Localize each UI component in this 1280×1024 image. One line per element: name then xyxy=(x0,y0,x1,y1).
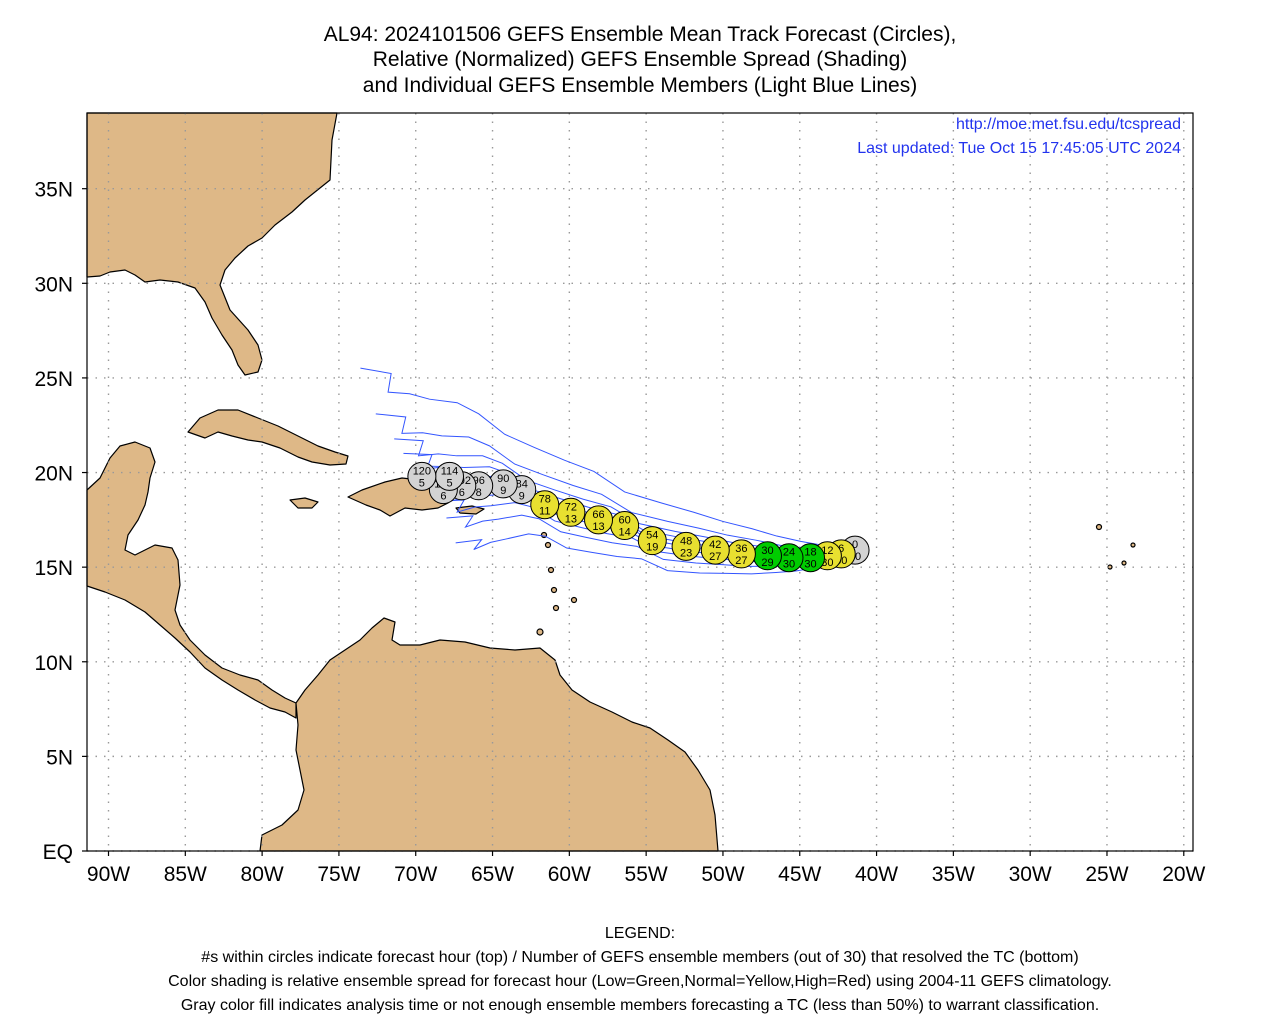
forecast-hour-label: 18 xyxy=(804,547,816,559)
member-count-label: 13 xyxy=(565,513,577,525)
member-count-label: 6 xyxy=(459,487,465,499)
lon-tick-label: 65W xyxy=(471,863,514,886)
track-circle xyxy=(407,461,437,491)
forecast-hour-label: 78 xyxy=(539,494,551,506)
land-island xyxy=(544,541,552,549)
legend-line-1: #s within circles indicate forecast hour… xyxy=(201,949,1079,966)
lat-tick-label: 10N xyxy=(34,652,73,675)
lon-tick-label: 35W xyxy=(932,863,975,886)
member-count-label: 9 xyxy=(500,485,506,497)
land-island xyxy=(547,566,555,574)
forecast-hour-label: 30 xyxy=(761,545,773,557)
land-cuba xyxy=(187,409,349,466)
lon-tick-label: 70W xyxy=(394,863,437,886)
forecast-hour-label: 54 xyxy=(646,530,658,542)
member-count-label: 30 xyxy=(783,559,795,571)
lon-tick-label: 90W xyxy=(87,863,130,886)
land-island xyxy=(552,604,560,612)
map-frame xyxy=(86,112,1194,852)
member-count-label: 30 xyxy=(804,559,816,571)
member-count-label: 13 xyxy=(592,521,604,533)
lon-tick-label: 40W xyxy=(855,863,898,886)
member-count-label: 8 xyxy=(476,487,482,499)
member-count-label: 5 xyxy=(419,477,425,489)
land-eastern-us xyxy=(86,112,338,376)
land-island xyxy=(550,586,558,594)
lon-tick-label: 50W xyxy=(701,863,744,886)
member-count-label: 23 xyxy=(680,547,692,559)
lon-tick-label: 80W xyxy=(241,863,284,886)
last-updated-text: Last updated: Tue Oct 15 17:45:05 UTC 20… xyxy=(857,140,1181,157)
track-circle xyxy=(700,535,730,565)
member-count-label: 5 xyxy=(446,477,452,489)
lon-tick-label: 45W xyxy=(778,863,821,886)
land-central-america xyxy=(86,441,297,719)
lat-tick-label: 30N xyxy=(34,273,73,296)
member-count-label: 29 xyxy=(761,557,773,569)
land-jamaica xyxy=(289,497,319,509)
lat-tick-label: 5N xyxy=(46,746,73,769)
forecast-hour-label: 6 xyxy=(838,543,844,555)
member-count-label: 19 xyxy=(646,542,658,554)
member-count-label: 14 xyxy=(619,527,631,539)
land-island xyxy=(536,628,544,636)
axis-tick-labels: 90W 85W 80W 75W 70W 65W 60W 55W 50W 45W 40W 35W 30W 2… xyxy=(34,179,1205,886)
forecast-hour-label: 66 xyxy=(592,509,604,521)
land-masses xyxy=(86,112,1136,852)
legend-line-2: Color shading is relative ensemble sprea… xyxy=(168,973,1112,990)
land-island xyxy=(1130,542,1136,548)
ensemble-member-line xyxy=(360,367,856,551)
chart-title-line-3: and Individual GEFS Ensemble Members (Li… xyxy=(362,74,918,97)
forecast-hour-label: 0 xyxy=(852,539,858,551)
track-circle xyxy=(584,505,614,535)
land-island xyxy=(1095,523,1103,531)
forecast-hour-label: 48 xyxy=(680,535,692,547)
forecast-hour-label: 90 xyxy=(497,473,509,485)
forecast-hour-label: 24 xyxy=(783,547,795,559)
forecast-hour-label: 84 xyxy=(516,479,528,491)
land-island xyxy=(1121,560,1127,566)
lon-tick-label: 75W xyxy=(317,863,360,886)
member-count-label: 9 xyxy=(519,491,525,503)
forecast-hour-label: 42 xyxy=(709,539,721,551)
lon-tick-label: 25W xyxy=(1085,863,1128,886)
lat-tick-label: EQ xyxy=(43,841,73,864)
legend-line-3: Gray color fill indicates analysis time … xyxy=(180,997,1100,1014)
lon-tick-label: 85W xyxy=(164,863,207,886)
forecast-hour-label: 36 xyxy=(735,543,747,555)
mean-track-circles: 0306301230183024303029362742274823541960… xyxy=(407,461,870,573)
axis-ticks xyxy=(82,188,1185,856)
lon-tick-label: 60W xyxy=(548,863,591,886)
forecast-hour-label: 72 xyxy=(565,501,577,513)
member-count-label: 6 xyxy=(440,491,446,503)
lon-tick-label: 55W xyxy=(625,863,668,886)
member-count-label: 27 xyxy=(735,555,747,567)
forecast-hour-label: 60 xyxy=(619,515,631,527)
member-count-label: 11 xyxy=(539,506,550,518)
lat-tick-label: 15N xyxy=(34,557,73,580)
chart-title-line-2: Relative (Normalized) GEFS Ensemble Spre… xyxy=(372,48,908,71)
lon-tick-label: 30W xyxy=(1009,863,1052,886)
forecast-hour-label: 114 xyxy=(441,465,459,477)
lat-tick-label: 35N xyxy=(34,179,73,202)
lat-tick-label: 20N xyxy=(34,463,73,486)
member-count-label: 27 xyxy=(709,551,721,563)
forecast-hour-label: 120 xyxy=(413,465,431,477)
land-puerto-rico xyxy=(455,505,485,515)
lat-tick-label: 25N xyxy=(34,368,73,391)
legend-heading: LEGEND: xyxy=(604,925,676,942)
land-island xyxy=(570,596,578,604)
lon-tick-label: 20W xyxy=(1162,863,1205,886)
land-island xyxy=(1107,564,1113,570)
source-url[interactable]: http://moe.met.fsu.edu/tcspread xyxy=(955,116,1181,133)
chart-title-line-1: AL94: 2024101506 GEFS Ensemble Mean Trac… xyxy=(323,23,957,46)
track-circle xyxy=(671,531,701,561)
track-circle xyxy=(530,490,560,520)
track-circle xyxy=(637,526,667,556)
land-south-america xyxy=(259,617,719,852)
